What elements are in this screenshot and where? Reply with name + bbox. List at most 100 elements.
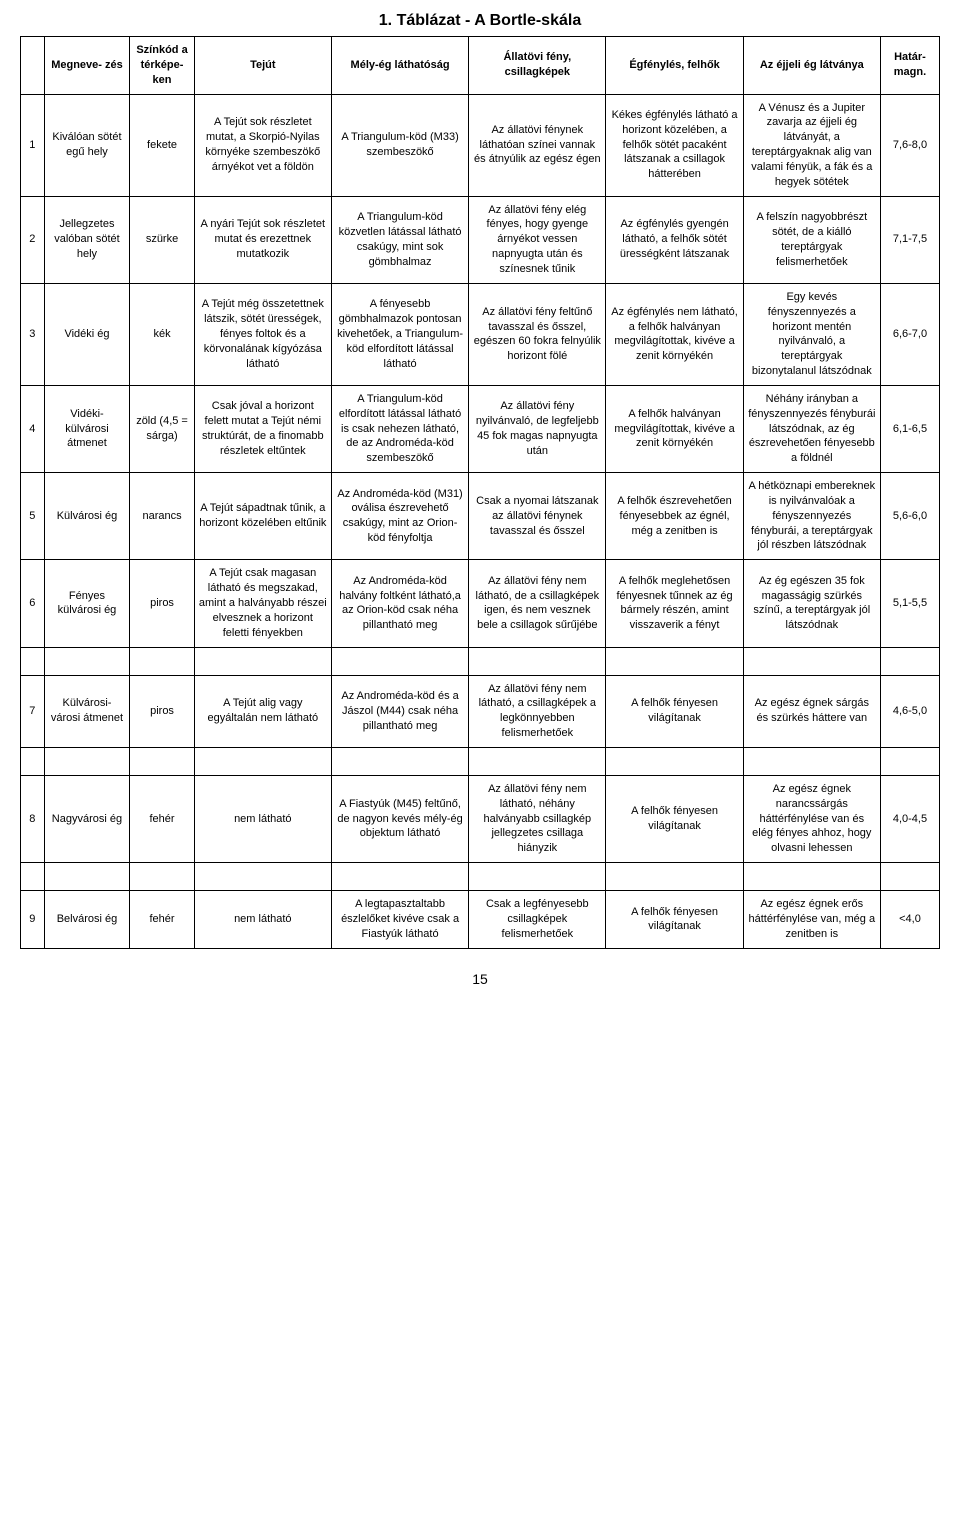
cell-zodiacal: Csak a nyomai látszanak az állatövi fény… bbox=[469, 473, 606, 560]
cell-name: Nagyvárosi ég bbox=[44, 775, 130, 862]
cell-name: Külvárosi-városi átmenet bbox=[44, 675, 130, 747]
cell-name: Külvárosi ég bbox=[44, 473, 130, 560]
cell-color: zöld (4,5 = sárga) bbox=[130, 385, 194, 472]
cell-color: szürke bbox=[130, 196, 194, 283]
cell-milkyway: nem látható bbox=[194, 891, 331, 949]
col-header-mag: Határ- magn. bbox=[880, 37, 939, 95]
table-row: 5 Külvárosi ég narancs A Tejút sápadtnak… bbox=[21, 473, 940, 560]
page-title: 1. Táblázat - A Bortle-skála bbox=[20, 12, 940, 30]
col-header-color: Színkód a térképe- ken bbox=[130, 37, 194, 95]
cell-deepsky: Az Androméda-köd és a Jászol (M44) csak … bbox=[331, 675, 468, 747]
table-spacer bbox=[21, 747, 940, 775]
cell-nightsky: A Vénusz és a Jupiter zavarja az éjjeli … bbox=[743, 94, 880, 196]
cell-name: Kiválóan sötét egű hely bbox=[44, 94, 130, 196]
cell-color: kék bbox=[130, 283, 194, 385]
col-header-zodiacal: Állatövi fény, csillagképek bbox=[469, 37, 606, 95]
col-header-name: Megneve- zés bbox=[44, 37, 130, 95]
cell-zodiacal: Csak a legfényesebb csillagképek felisme… bbox=[469, 891, 606, 949]
cell-color: fehér bbox=[130, 891, 194, 949]
table-row: 4 Vidéki-külvárosi átmenet zöld (4,5 = s… bbox=[21, 385, 940, 472]
cell-airglow: A felhők észrevehetően fényesebbek az ég… bbox=[606, 473, 743, 560]
cell-nightsky: Néhány irányban a fényszennyezés fénybur… bbox=[743, 385, 880, 472]
cell-airglow: A felhők meglehetősen fényesnek tűnnek a… bbox=[606, 560, 743, 647]
cell-num: 7 bbox=[21, 675, 45, 747]
cell-airglow: A felhők fényesen világítanak bbox=[606, 775, 743, 862]
cell-mag: 7,1-7,5 bbox=[880, 196, 939, 283]
table-spacer bbox=[21, 647, 940, 675]
cell-milkyway: A Tejút sok részletet mutat, a Skorpió-N… bbox=[194, 94, 331, 196]
cell-mag: <4,0 bbox=[880, 891, 939, 949]
cell-nightsky: Az egész égnek narancssárgás háttérfényl… bbox=[743, 775, 880, 862]
col-header-airglow: Égfénylés, felhők bbox=[606, 37, 743, 95]
cell-zodiacal: Az állatövi fény nem látható, de a csill… bbox=[469, 560, 606, 647]
cell-name: Belvárosi ég bbox=[44, 891, 130, 949]
cell-milkyway: A Tejút alig vagy egyáltalán nem látható bbox=[194, 675, 331, 747]
cell-color: piros bbox=[130, 675, 194, 747]
table-row: 2 Jellegzetes valóban sötét hely szürke … bbox=[21, 196, 940, 283]
cell-milkyway: nem látható bbox=[194, 775, 331, 862]
cell-airglow: Az égfénylés gyengén látható, a felhők s… bbox=[606, 196, 743, 283]
cell-airglow: A felhők fényesen világítanak bbox=[606, 891, 743, 949]
cell-nightsky: A hétköznapi embereknek is nyilvánvalóak… bbox=[743, 473, 880, 560]
cell-color: narancs bbox=[130, 473, 194, 560]
cell-deepsky: A Fiastyúk (M45) feltűnő, de nagyon kevé… bbox=[331, 775, 468, 862]
cell-mag: 5,6-6,0 bbox=[880, 473, 939, 560]
cell-deepsky: A Triangulum-köd elfordított látással lá… bbox=[331, 385, 468, 472]
cell-zodiacal: Az állatövi fény nem látható, néhány hal… bbox=[469, 775, 606, 862]
col-header-milkyway: Tejút bbox=[194, 37, 331, 95]
table-row: 6 Fényes külvárosi ég piros A Tejút csak… bbox=[21, 560, 940, 647]
cell-zodiacal: Az állatövi fény feltűnő tavasszal és ős… bbox=[469, 283, 606, 385]
cell-num: 2 bbox=[21, 196, 45, 283]
table-header-row: Megneve- zés Színkód a térképe- ken Tejú… bbox=[21, 37, 940, 95]
cell-name: Vidéki ég bbox=[44, 283, 130, 385]
table-row: 7 Külvárosi-városi átmenet piros A Tejút… bbox=[21, 675, 940, 747]
bortle-scale-table: Megneve- zés Színkód a térképe- ken Tejú… bbox=[20, 36, 940, 949]
cell-mag: 4,6-5,0 bbox=[880, 675, 939, 747]
cell-color: piros bbox=[130, 560, 194, 647]
cell-num: 1 bbox=[21, 94, 45, 196]
cell-name: Jellegzetes valóban sötét hely bbox=[44, 196, 130, 283]
page-number: 15 bbox=[20, 971, 940, 987]
col-header-deepsky: Mély-ég láthatóság bbox=[331, 37, 468, 95]
col-header-nightsky: Az éjjeli ég látványa bbox=[743, 37, 880, 95]
cell-airglow: Kékes égfénylés látható a horizont közel… bbox=[606, 94, 743, 196]
cell-zodiacal: Az állatövi fénynek láthatóan színei van… bbox=[469, 94, 606, 196]
cell-zodiacal: Az állatövi fény elég fényes, hogy gyeng… bbox=[469, 196, 606, 283]
cell-milkyway: A Tejút csak magasan látható és megszaka… bbox=[194, 560, 331, 647]
cell-milkyway: Csak jóval a horizont felett mutat a Tej… bbox=[194, 385, 331, 472]
cell-mag: 7,6-8,0 bbox=[880, 94, 939, 196]
table-row: 8 Nagyvárosi ég fehér nem látható A Fias… bbox=[21, 775, 940, 862]
col-header-num bbox=[21, 37, 45, 95]
cell-deepsky: Az Androméda-köd halvány foltként láthat… bbox=[331, 560, 468, 647]
cell-color: fehér bbox=[130, 775, 194, 862]
cell-num: 3 bbox=[21, 283, 45, 385]
table-section-2: 7 Külvárosi-városi átmenet piros A Tejút… bbox=[21, 675, 940, 747]
cell-airglow: A felhők fényesen világítanak bbox=[606, 675, 743, 747]
cell-num: 5 bbox=[21, 473, 45, 560]
cell-nightsky: A felszín nagyobbrészt sötét, de a kiáll… bbox=[743, 196, 880, 283]
table-section-4: 9 Belvárosi ég fehér nem látható A legta… bbox=[21, 891, 940, 949]
cell-num: 6 bbox=[21, 560, 45, 647]
cell-nightsky: Egy kevés fényszennyezés a horizont ment… bbox=[743, 283, 880, 385]
cell-nightsky: Az egész égnek erős háttérfénylése van, … bbox=[743, 891, 880, 949]
table-row: 3 Vidéki ég kék A Tejút még összetettnek… bbox=[21, 283, 940, 385]
cell-name: Vidéki-külvárosi átmenet bbox=[44, 385, 130, 472]
cell-airglow: Az égfénylés nem látható, a felhők halvá… bbox=[606, 283, 743, 385]
cell-deepsky: A fényesebb gömbhalmazok pontosan kivehe… bbox=[331, 283, 468, 385]
cell-airglow: A felhők halványan megvilágítottak, kivé… bbox=[606, 385, 743, 472]
cell-deepsky: A legtapasztaltabb észlelőket kivéve csa… bbox=[331, 891, 468, 949]
table-spacer bbox=[21, 863, 940, 891]
cell-milkyway: A Tejút még összetettnek látszik, sötét … bbox=[194, 283, 331, 385]
cell-num: 4 bbox=[21, 385, 45, 472]
cell-zodiacal: Az állatövi fény nyilvánvaló, de legfelj… bbox=[469, 385, 606, 472]
cell-name: Fényes külvárosi ég bbox=[44, 560, 130, 647]
cell-num: 9 bbox=[21, 891, 45, 949]
cell-deepsky: Az Androméda-köd (M31) oválisa észrevehe… bbox=[331, 473, 468, 560]
cell-mag: 6,1-6,5 bbox=[880, 385, 939, 472]
cell-milkyway: A nyári Tejút sok részletet mutat és ere… bbox=[194, 196, 331, 283]
cell-mag: 4,0-4,5 bbox=[880, 775, 939, 862]
cell-nightsky: Az ég egészen 35 fok magasságig szürkés … bbox=[743, 560, 880, 647]
table-row: 9 Belvárosi ég fehér nem látható A legta… bbox=[21, 891, 940, 949]
cell-nightsky: Az egész égnek sárgás és szürkés háttere… bbox=[743, 675, 880, 747]
cell-milkyway: A Tejút sápadtnak tűnik, a horizont köze… bbox=[194, 473, 331, 560]
